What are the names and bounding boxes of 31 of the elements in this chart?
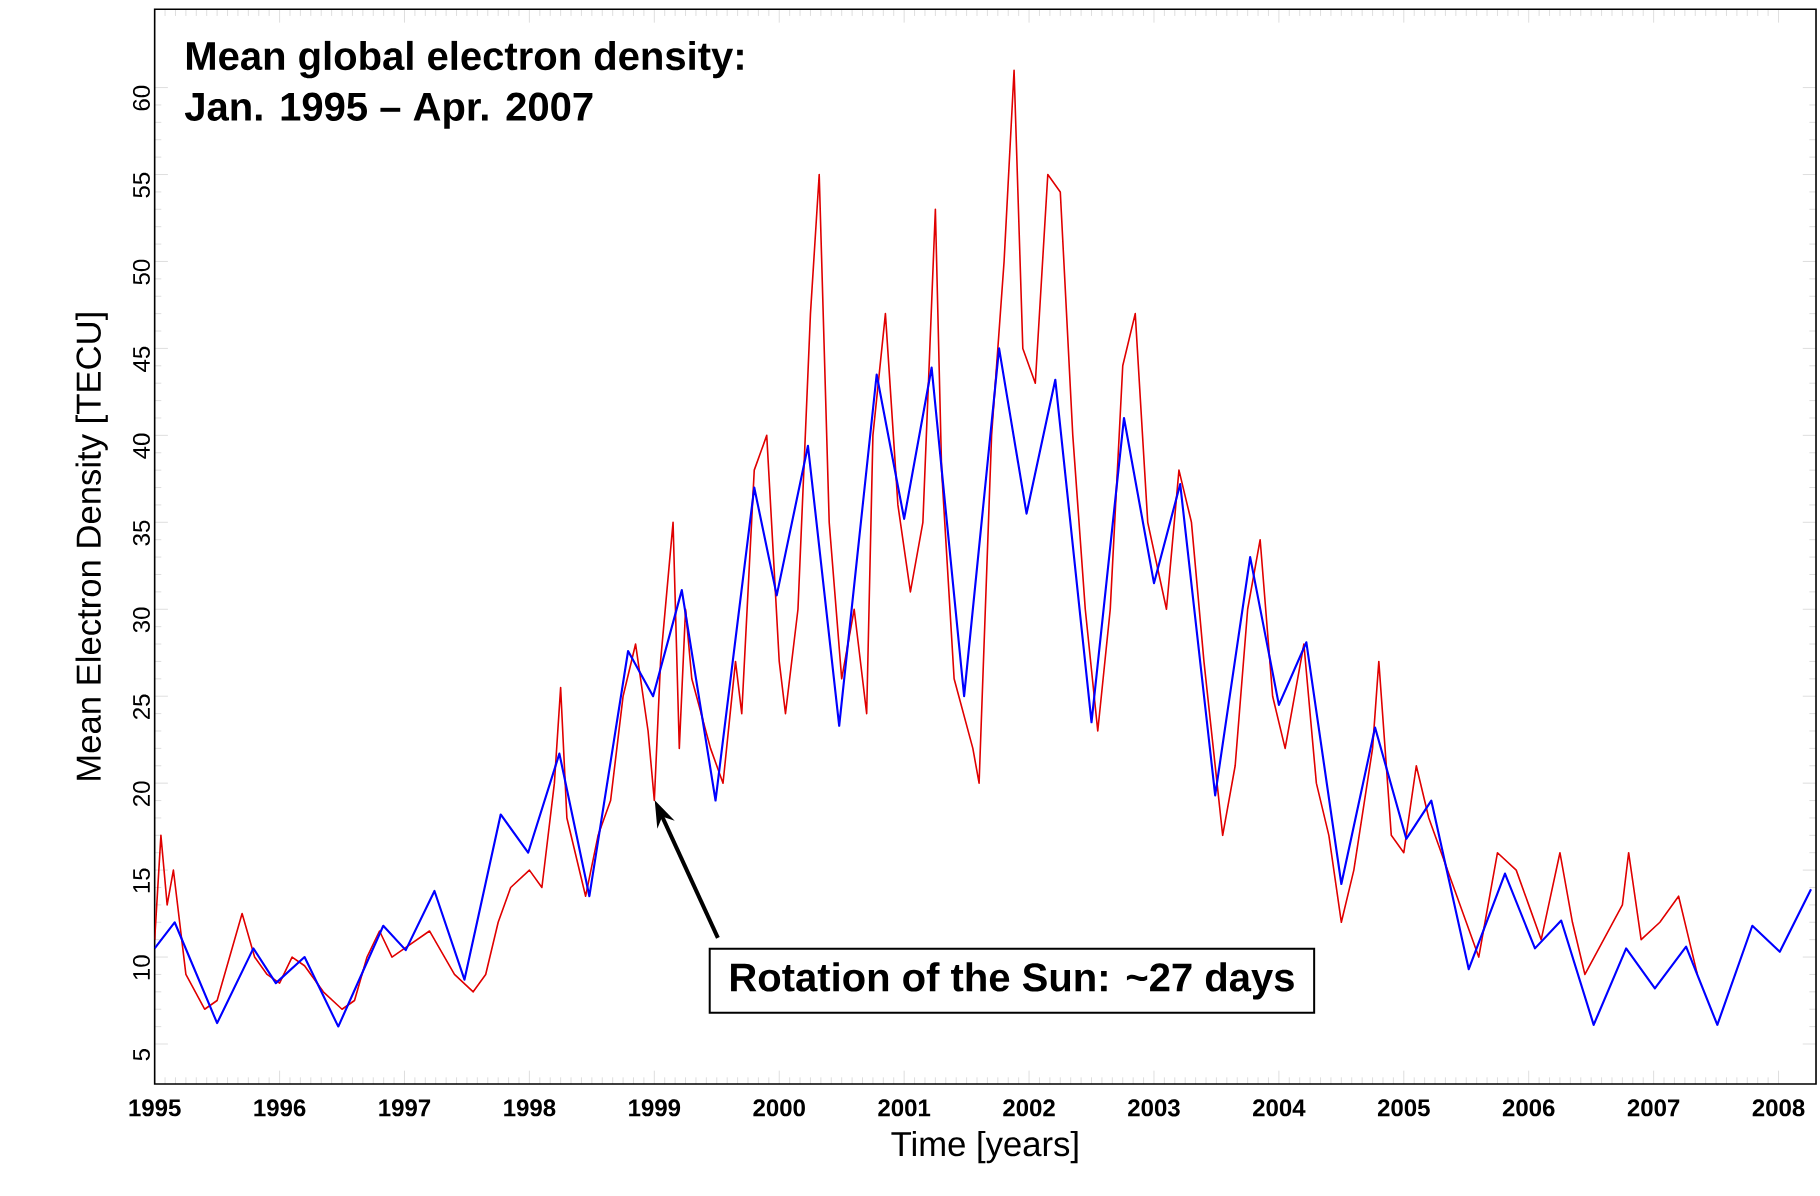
y-tick-label: 35 bbox=[132, 520, 150, 546]
x-tick-label: 2004 bbox=[1253, 1099, 1306, 1117]
x-tick-label: 1997 bbox=[379, 1099, 431, 1117]
y-tick-label: 15 bbox=[133, 868, 150, 893]
y-tick-label: 60 bbox=[132, 85, 150, 111]
text: Mean global electron density: bbox=[186, 40, 743, 79]
y-axis-title: Mean Electron Density [TECU] bbox=[75, 313, 108, 780]
y-tick-label: 10 bbox=[132, 955, 150, 980]
y-tick-label: 30 bbox=[132, 607, 150, 633]
x-tick-label: 2002 bbox=[1003, 1099, 1055, 1117]
y-tick-label: 50 bbox=[132, 259, 150, 285]
x-tick-label: 2006 bbox=[1502, 1099, 1555, 1117]
y-tick-label: 45 bbox=[133, 346, 150, 372]
x-tick-label: 1999 bbox=[629, 1099, 681, 1117]
x-tick-label: 1996 bbox=[254, 1099, 306, 1117]
y-tick-label: 40 bbox=[132, 433, 150, 459]
x-tick-label: 2005 bbox=[1377, 1099, 1430, 1117]
x-tick-label: 2000 bbox=[753, 1099, 805, 1117]
x-tick-label: 2001 bbox=[878, 1099, 931, 1117]
x-axis-title: Time [years] bbox=[891, 1130, 1078, 1164]
y-tick-label: 55 bbox=[133, 172, 150, 198]
y-tick-label: 25 bbox=[132, 694, 150, 720]
y-tick-label: 20 bbox=[132, 781, 150, 806]
annotation: Rotation of the Sun: ~27 days bbox=[731, 962, 1294, 1000]
text: Jan. 1995 – Apr. 2007 bbox=[184, 92, 593, 129]
x-tick-label: 2007 bbox=[1627, 1099, 1680, 1117]
x-tick-label: 2003 bbox=[1128, 1099, 1180, 1117]
x-tick-label: 1995 bbox=[129, 1099, 181, 1117]
y-tick-label: 5 bbox=[133, 1049, 150, 1061]
x-tick-label: 2008 bbox=[1752, 1099, 1805, 1117]
x-tick-label: 1998 bbox=[504, 1099, 556, 1117]
